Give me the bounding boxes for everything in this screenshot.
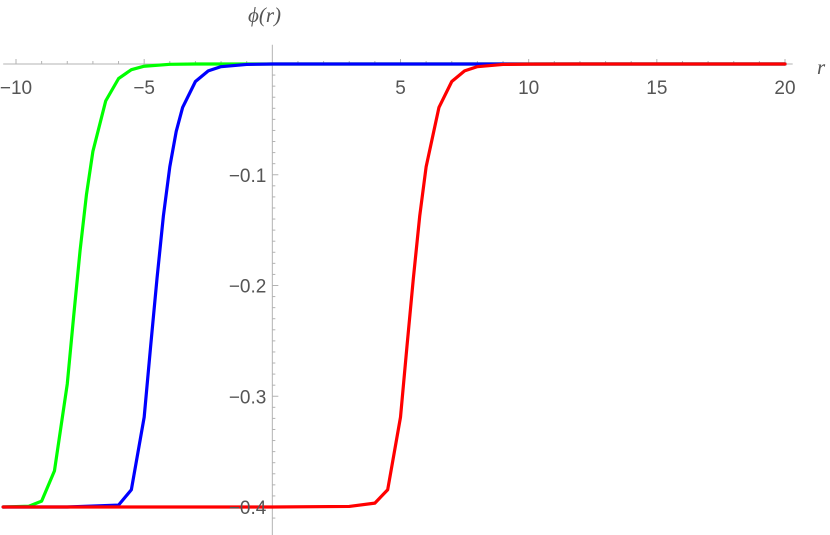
- y-tick-label: −0.3: [229, 387, 267, 408]
- x-axis-title: r: [817, 55, 826, 79]
- y-tick-label: −0.4: [229, 498, 267, 519]
- series-line-3: [1, 62, 787, 509]
- series-line-1: [1, 62, 787, 509]
- ticks: [15, 59, 786, 519]
- x-tick-label: −5: [133, 78, 155, 99]
- y-tick-label: −0.2: [229, 277, 267, 298]
- x-tick-label: −10: [0, 78, 32, 99]
- x-tick-label: 15: [646, 78, 667, 99]
- tick-labels: −10 −5 5 10 15 20 −0.1 −0.2 −0.3 −0.4: [0, 78, 796, 519]
- x-tick-label: 5: [395, 78, 406, 99]
- x-tick-label: 20: [774, 78, 795, 99]
- y-tick-label: −0.1: [229, 166, 267, 187]
- x-tick-label: 10: [518, 78, 539, 99]
- series-line-2: [1, 62, 787, 509]
- y-axis-title: ϕ(r): [248, 3, 281, 27]
- axes: [3, 44, 793, 535]
- series-layer: [1, 62, 787, 509]
